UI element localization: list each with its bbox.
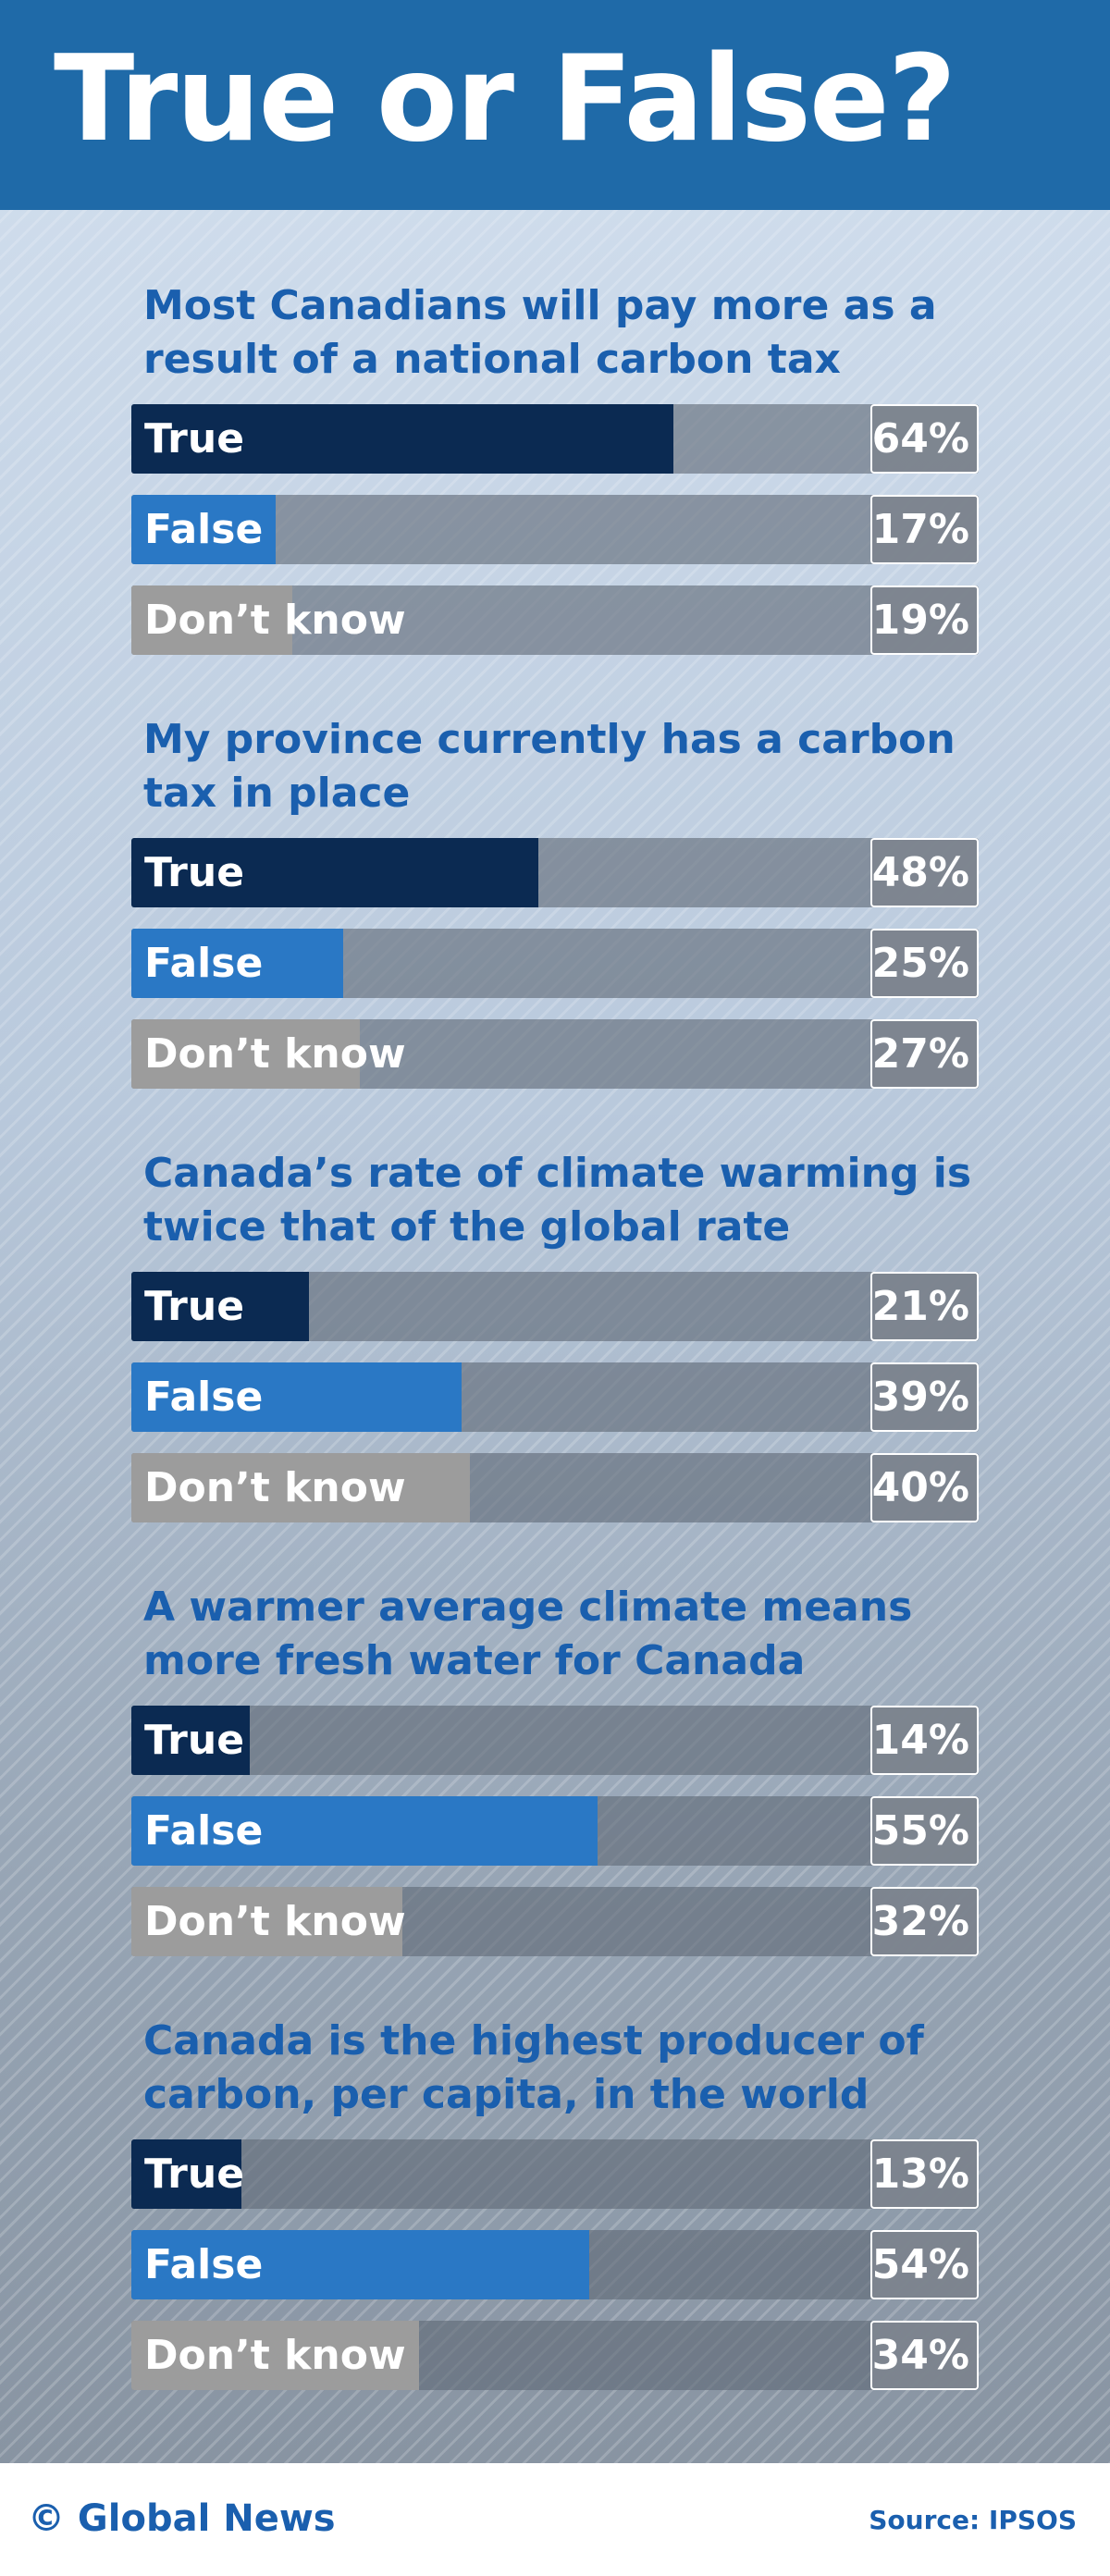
category-label: Don’t know <box>144 1898 406 1945</box>
bar <box>131 404 674 474</box>
category-label: Don’t know <box>144 1464 406 1511</box>
bar <box>131 838 538 907</box>
bar-track <box>131 2139 979 2209</box>
credit: © Global News <box>28 2497 336 2540</box>
value-box <box>870 838 979 907</box>
value-box <box>870 2139 979 2209</box>
value-label: 54% <box>871 2241 969 2288</box>
category-label: True <box>144 1283 245 1330</box>
bar <box>131 1453 471 1522</box>
category-label: False <box>144 1807 264 1855</box>
category-label: Don’t know <box>144 1030 406 1078</box>
bar-track <box>131 929 979 998</box>
category-label: Don’t know <box>144 2332 406 2379</box>
category-label: False <box>144 1374 264 1421</box>
bar <box>131 2230 589 2299</box>
bar-track <box>131 2321 979 2390</box>
question: Canada is the highest producer of carbon… <box>143 2017 924 2118</box>
bar-track <box>131 1453 979 1522</box>
question: Canada’s rate of climate warming is twic… <box>143 1150 972 1251</box>
bar <box>131 1019 361 1089</box>
category-label: False <box>144 506 264 553</box>
bar-track <box>131 1362 979 1432</box>
value-label: 39% <box>871 1374 969 1421</box>
value-label: 40% <box>871 1464 969 1511</box>
bar <box>131 2139 242 2209</box>
bar <box>131 1362 462 1432</box>
value-label: 55% <box>871 1807 969 1855</box>
bar-track <box>131 1272 979 1341</box>
value-label: 27% <box>871 1030 969 1078</box>
category-label: True <box>144 415 245 462</box>
category-label: True <box>144 849 245 896</box>
bar <box>131 585 293 655</box>
value-label: 34% <box>871 2332 969 2379</box>
question: A warmer average climate means more fres… <box>143 1584 913 1684</box>
category-label: False <box>144 2241 264 2288</box>
page-title: True or False? <box>54 31 956 168</box>
value-box <box>870 1362 979 1432</box>
value-box <box>870 404 979 474</box>
value-box <box>870 585 979 655</box>
value-label: 64% <box>871 415 969 462</box>
bar-track <box>131 404 979 474</box>
bar-track <box>131 1887 979 1956</box>
footer <box>0 2463 1110 2576</box>
value-box <box>870 2230 979 2299</box>
value-label: 17% <box>871 506 969 553</box>
bar <box>131 1796 598 1866</box>
value-label: 14% <box>871 1717 969 1764</box>
bar <box>131 1887 403 1956</box>
category-label: False <box>144 940 264 987</box>
bar-track <box>131 1706 979 1775</box>
value-box <box>870 1272 979 1341</box>
header: True or False? <box>0 0 1110 210</box>
value-box <box>870 1019 979 1089</box>
bar-track <box>131 495 979 564</box>
bar <box>131 495 276 564</box>
bar-track <box>131 585 979 655</box>
bar-track <box>131 2230 979 2299</box>
value-box <box>870 495 979 564</box>
bar-track <box>131 838 979 907</box>
value-label: 48% <box>871 849 969 896</box>
source: Source: IPSOS <box>869 2505 1077 2535</box>
category-label: Don’t know <box>144 597 406 644</box>
bar-track <box>131 1796 979 1866</box>
value-box <box>870 1887 979 1956</box>
bar <box>131 929 343 998</box>
value-box <box>870 1796 979 1866</box>
value-label: 21% <box>871 1283 969 1330</box>
category-label: True <box>144 2151 245 2198</box>
value-label: 19% <box>871 597 969 644</box>
bar <box>131 1272 310 1341</box>
value-box <box>870 929 979 998</box>
bar-track <box>131 1019 979 1089</box>
value-box <box>870 2321 979 2390</box>
value-box <box>870 1706 979 1775</box>
value-box <box>870 1453 979 1522</box>
bar <box>131 2321 420 2390</box>
question: My province currently has a carbon tax i… <box>143 716 956 817</box>
value-label: 32% <box>871 1898 969 1945</box>
category-label: True <box>144 1717 245 1764</box>
value-label: 13% <box>871 2151 969 2198</box>
bar <box>131 1706 251 1775</box>
question: Most Canadians will pay more as a result… <box>143 282 937 383</box>
value-label: 25% <box>871 940 969 987</box>
